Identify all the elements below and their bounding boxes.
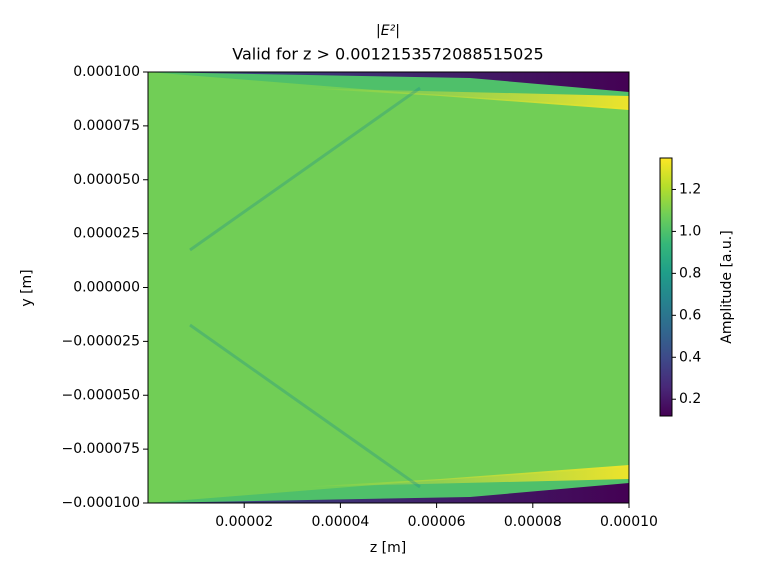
chart-subtitle: Valid for z > 0.0012153572088515025 (232, 45, 543, 64)
colorbar-tick-label: 1.2 (679, 181, 701, 197)
x-axis-label: z [m] (370, 540, 406, 556)
colorbar-tick-label: 0.4 (679, 349, 701, 365)
x-tick-label: 0.00010 (600, 514, 658, 530)
colorbar-tick-label: 0.2 (679, 391, 701, 407)
y-tick-label: −0.000050 (61, 387, 140, 403)
y-tick-label: 0.000050 (73, 172, 140, 188)
chart-title: |E²| (376, 23, 400, 39)
colorbar-tick-label: 1.0 (679, 223, 701, 239)
x-tick-label: 0.00002 (215, 514, 273, 530)
x-tick-label: 0.00004 (311, 514, 369, 530)
colorbar-label: Amplitude [a.u.] (719, 230, 735, 343)
y-tick-label: 0.000075 (73, 118, 140, 134)
colorbar-tick-label: 0.6 (679, 307, 701, 323)
y-tick-label: 0.000025 (73, 226, 140, 242)
x-tick-label: 0.00008 (504, 514, 562, 530)
y-tick-label: 0.000100 (73, 64, 140, 80)
x-tick-label: 0.00006 (408, 514, 466, 530)
y-tick-label: 0.000000 (73, 280, 140, 296)
y-axis-label: y [m] (19, 269, 35, 306)
heatmap-field (148, 72, 629, 503)
y-tick-label: −0.000075 (61, 441, 140, 457)
colorbar-tick-label: 0.8 (679, 265, 701, 281)
colorbar (659, 157, 673, 417)
y-tick-label: −0.000100 (61, 495, 140, 511)
y-tick-label: −0.000025 (61, 333, 140, 349)
